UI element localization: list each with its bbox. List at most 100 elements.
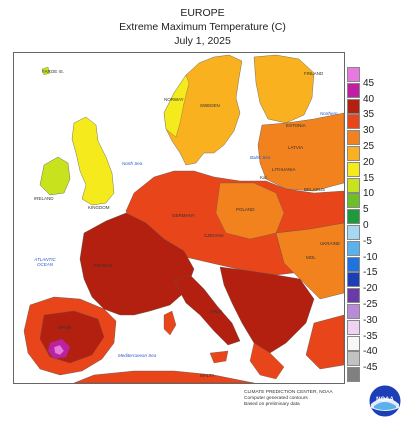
legend-swatch xyxy=(347,114,360,130)
legend-swatch xyxy=(347,288,360,304)
legend-item xyxy=(347,367,361,383)
legend-label: -35 xyxy=(363,330,378,342)
legend-swatch xyxy=(347,161,360,177)
label-france: FRANCE xyxy=(94,263,113,268)
legend-label: 20 xyxy=(363,156,375,168)
legend-label: 10 xyxy=(363,188,375,200)
label-estonia: ESTONIA xyxy=(286,123,306,128)
temperature-map xyxy=(14,53,344,383)
label-baltic-sea: Baltic Sea xyxy=(250,155,271,160)
legend-item: -5 xyxy=(347,225,372,247)
label-ireland: IRELAND xyxy=(34,196,54,201)
legend-swatch xyxy=(347,335,360,351)
legend-label: -15 xyxy=(363,267,378,279)
noaa-logo-text: NOAA xyxy=(376,397,394,403)
label-finland: FINLAND xyxy=(304,71,324,76)
north-africa-region xyxy=(73,370,255,383)
legend-label: 25 xyxy=(363,140,375,152)
label-spain: SPAIN xyxy=(58,325,72,330)
label-lithuania: LITHUANIA xyxy=(272,167,296,172)
credit-line-1: CLIMATE PREDICTION CENTER, NOAA xyxy=(244,390,333,395)
legend-item: 15 xyxy=(347,161,374,184)
map-panel: FAROE IS. NORWAY SWEDEN FINLAND ESTONIA … xyxy=(13,52,345,384)
legend-swatch xyxy=(347,98,360,114)
label-north-sea: North Sea xyxy=(122,161,143,166)
legend-swatch xyxy=(347,209,360,225)
credits-block: CLIMATE PREDICTION CENTER, NOAA Computer… xyxy=(244,390,364,408)
legend-swatch xyxy=(347,193,360,209)
legend-swatch xyxy=(347,240,360,256)
map-title: EUROPE Extreme Maximum Temperature (C) J… xyxy=(0,6,405,48)
faroe-region xyxy=(41,66,51,76)
legend-item: 20 xyxy=(347,146,374,168)
label-italy: ITALY xyxy=(210,309,222,314)
great-britain-region xyxy=(71,116,115,206)
label-czechia: CZECHIA xyxy=(204,233,224,238)
legend-item: 25 xyxy=(347,130,374,152)
legend-swatch xyxy=(347,256,360,272)
italy-region xyxy=(173,274,241,346)
legend-item: 35 xyxy=(347,98,374,120)
label-mol: MOL xyxy=(306,255,316,260)
legend-item: 30 xyxy=(347,114,374,136)
label-faroe: FAROE IS. xyxy=(42,69,65,74)
legend-label: -45 xyxy=(363,362,378,374)
legend-label: -10 xyxy=(363,251,378,263)
balkans-region xyxy=(219,266,315,354)
legend-label: -25 xyxy=(363,298,378,310)
legend-item: -25 xyxy=(347,288,377,310)
legend-item: 45 xyxy=(347,67,374,89)
region-title: EUROPE xyxy=(180,7,225,19)
legend-label: -20 xyxy=(363,283,378,295)
legend-item: 40 xyxy=(347,82,374,105)
legend-item: 0 xyxy=(347,209,369,231)
legend-swatch xyxy=(347,351,360,367)
legend-item: -15 xyxy=(347,256,377,278)
legend-item: -10 xyxy=(347,240,377,263)
legend-label: 5 xyxy=(363,204,369,216)
spain-extreme-region xyxy=(53,344,65,356)
legend-item: -45 xyxy=(347,351,377,373)
label-ukraine: UKRAINE xyxy=(320,241,341,246)
legend-label: 45 xyxy=(363,77,375,89)
baltic-region xyxy=(257,112,344,192)
credit-line-3: Based on preliminary data xyxy=(244,402,300,407)
label-northern: Northern xyxy=(320,111,338,116)
legend-label: 40 xyxy=(363,93,375,105)
legend-swatch xyxy=(347,367,360,383)
legend-label: 30 xyxy=(363,125,375,137)
legend-item: -35 xyxy=(347,319,377,342)
legend-label: 35 xyxy=(363,109,375,121)
legend-swatch xyxy=(347,146,360,161)
legend-label: -40 xyxy=(363,346,378,358)
label-mediterranean: Mediterranean Sea xyxy=(118,353,157,358)
legend-item: 5 xyxy=(347,193,369,215)
label-belarus: BELARUS xyxy=(304,187,326,192)
legend-swatch xyxy=(347,304,360,319)
legend-item: 10 xyxy=(347,177,374,199)
legend-swatch xyxy=(347,130,360,146)
label-kal: Kal. xyxy=(260,175,268,180)
noaa-logo: NOAA xyxy=(368,384,402,418)
label-norway: NORWAY xyxy=(164,97,184,102)
label-kingdom: KINGDOM xyxy=(88,205,110,210)
ireland-region xyxy=(39,156,71,196)
legend-label: -5 xyxy=(363,235,372,247)
legend-label: 0 xyxy=(363,219,369,231)
metric-title: Extreme Maximum Temperature (C) xyxy=(119,21,286,33)
label-poland: POLAND xyxy=(236,207,255,212)
legend-swatch xyxy=(347,177,360,193)
credit-line-2: Computer generated contours xyxy=(244,396,308,401)
legend-item: -30 xyxy=(347,304,377,326)
norway-coast-region xyxy=(163,74,190,138)
sicily-region xyxy=(209,350,229,364)
label-malta: MALTA xyxy=(200,373,215,378)
greece-region xyxy=(249,342,285,380)
western-europe-region xyxy=(79,212,195,316)
legend-item: -40 xyxy=(347,335,377,357)
sardinia-region xyxy=(163,310,177,336)
legend-item: -20 xyxy=(347,272,377,294)
turkey-region xyxy=(305,314,344,370)
legend-label: 15 xyxy=(363,172,375,184)
legend-swatch xyxy=(347,319,360,335)
